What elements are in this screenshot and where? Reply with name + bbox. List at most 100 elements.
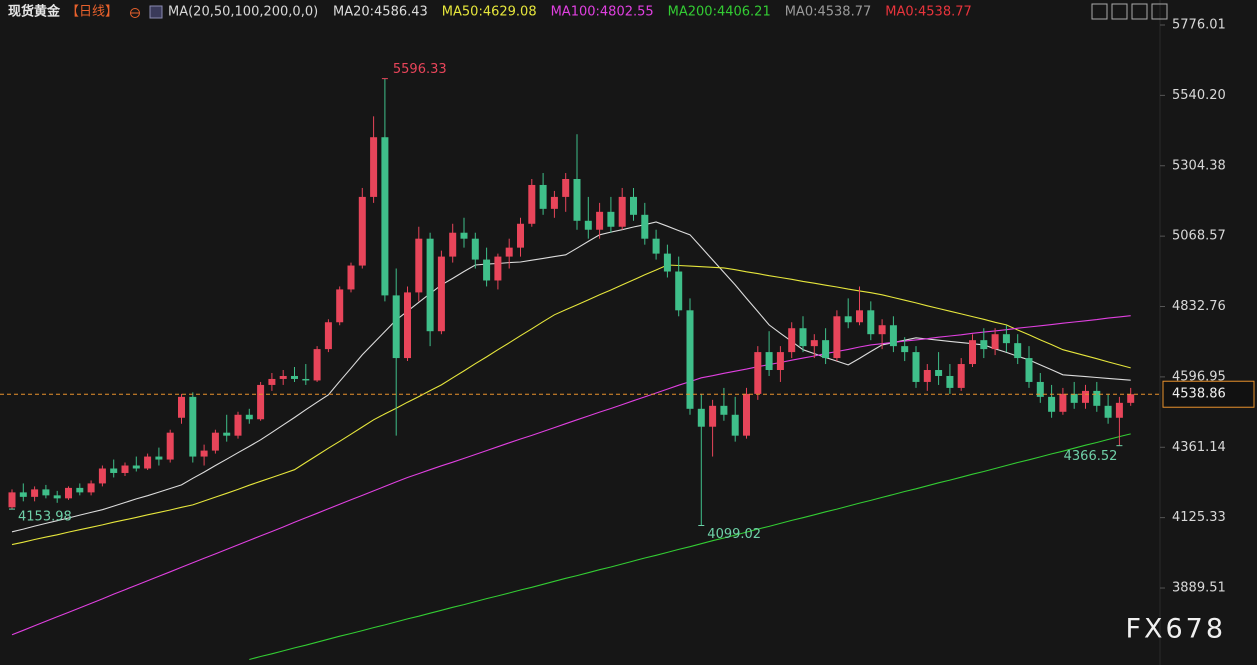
candle-body (370, 137, 378, 197)
candle-body (573, 178, 581, 221)
candle-body (957, 364, 965, 388)
candle-body (76, 487, 84, 493)
candle-body (754, 352, 762, 394)
y-tick-label: 5776.01 (1172, 17, 1226, 32)
candle-body (1036, 381, 1044, 397)
candle-body (1115, 402, 1123, 418)
candle-body (65, 487, 72, 499)
period-icon[interactable] (130, 8, 140, 18)
indicator-icon[interactable] (149, 5, 163, 19)
candle-body (1059, 393, 1067, 412)
candle-body (324, 322, 332, 350)
y-tick-label: 5068.57 (1172, 229, 1226, 244)
low-annotation: 4366.52 (1064, 449, 1118, 464)
candle-body (844, 316, 852, 323)
candle-body (189, 396, 197, 457)
candle-body (257, 384, 265, 420)
y-tick-label: 4596.95 (1172, 369, 1226, 384)
candle-body (822, 340, 830, 359)
candle-body (31, 489, 39, 497)
high-annotation: 5596.33 (393, 62, 447, 77)
candle-body (686, 310, 694, 409)
candle-body (867, 310, 875, 335)
candle-body (697, 408, 705, 427)
legend-entry: MA0:4538.77 (885, 5, 972, 20)
tool-button[interactable] (1131, 3, 1148, 20)
candle-body (788, 328, 796, 353)
low-annotation: 4099.02 (707, 527, 761, 542)
candle-body (279, 375, 287, 379)
candle-body (483, 259, 491, 281)
candle-body (776, 352, 784, 371)
plot-area (8, 78, 1135, 661)
candle-body (245, 414, 253, 420)
candle-body (856, 310, 863, 323)
candle-body (539, 184, 547, 209)
candle-body (392, 295, 400, 359)
candle-body (1104, 405, 1112, 418)
candle-body (471, 238, 479, 260)
candle-body (358, 196, 366, 266)
candle-body (211, 432, 219, 451)
candle-body (336, 289, 344, 323)
tool-button[interactable] (1111, 3, 1128, 20)
candle-body (155, 456, 163, 460)
candle-body (923, 370, 931, 382)
legend-entry: MA100:4802.55 (551, 5, 654, 20)
candle-body (946, 375, 954, 388)
toolbar (1091, 3, 1168, 20)
y-tick-label: 5304.38 (1172, 158, 1226, 173)
candle-body (8, 492, 16, 508)
tool-button[interactable] (1091, 3, 1108, 20)
y-tick-label: 4125.33 (1172, 510, 1226, 525)
candle-body (1048, 396, 1056, 412)
candle-body (618, 196, 626, 227)
candle-body (347, 265, 355, 290)
candle-body (935, 370, 943, 376)
header: 现货黄金 【日线】 MA(20,50,100,200,0,0) (8, 4, 318, 20)
candle-body (437, 256, 445, 332)
candle-body (460, 232, 468, 239)
legend-entry: MA20:4586.43 (333, 5, 428, 20)
candle-body (178, 396, 185, 418)
candle-body (517, 223, 524, 248)
y-tick-label: 4361.14 (1172, 440, 1226, 455)
y-tick-label: 5540.20 (1172, 88, 1226, 103)
candle-body (562, 178, 570, 197)
candle-body (505, 247, 513, 257)
last-price-label: 4538.86 (1172, 387, 1226, 402)
candle-body (1014, 343, 1022, 359)
candle-body (675, 271, 683, 311)
candle-body (969, 340, 976, 365)
candle-body (720, 405, 728, 415)
period-label: 【日线】 (66, 5, 118, 20)
candle-body (121, 465, 129, 473)
candle-body (1025, 358, 1033, 382)
candle-body (313, 349, 321, 381)
candle-body (42, 489, 50, 496)
legend-entry: MA0:4538.77 (785, 5, 872, 20)
indicator-label: MA(20,50,100,200,0,0) (168, 5, 318, 20)
candle-body (709, 405, 717, 427)
candle-body (889, 325, 897, 347)
candle-body (223, 432, 231, 436)
candle-body (132, 465, 140, 469)
legend-entry: MA200:4406.21 (668, 5, 771, 20)
candle-body (810, 340, 818, 347)
candle-body (494, 256, 502, 281)
candle-body (234, 414, 242, 436)
ma-line (11, 315, 1131, 636)
candle-body (449, 232, 457, 257)
candle-body (53, 495, 61, 499)
candle-body (630, 196, 637, 215)
y-tick-label: 3889.51 (1172, 581, 1226, 596)
instrument-title: 现货黄金 (8, 4, 61, 20)
candle-body (912, 352, 920, 382)
candle-body (663, 253, 671, 272)
tool-button[interactable] (1151, 3, 1168, 20)
candle-body (415, 238, 423, 293)
candle-body (799, 328, 807, 347)
